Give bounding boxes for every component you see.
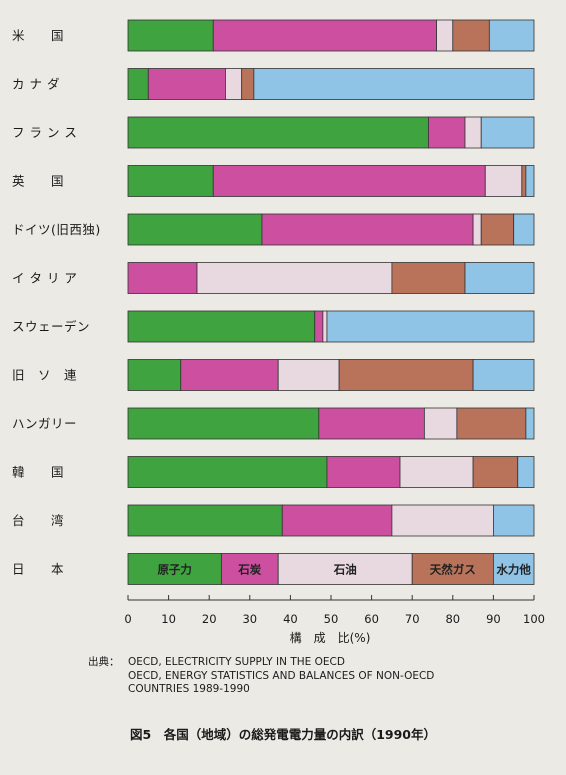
bar-segment xyxy=(480,116,535,149)
category-label: イ タ リ ア xyxy=(12,271,77,286)
bar-segment xyxy=(314,310,324,343)
bar-segment xyxy=(338,359,474,391)
bar-segment xyxy=(127,262,198,294)
bar-segment xyxy=(428,116,466,149)
bar-segment xyxy=(399,456,474,488)
x-tick-label: 20 xyxy=(202,612,217,626)
bar-segment xyxy=(127,213,263,246)
bar-segment xyxy=(253,68,535,100)
bar-segment xyxy=(127,504,283,537)
x-tick-label: 90 xyxy=(486,612,501,626)
bar-segment xyxy=(326,310,535,343)
bar-segment xyxy=(225,68,243,100)
bars: 原子力 石炭 石油 天然ガス 水力他 xyxy=(127,19,535,585)
bar-segment xyxy=(127,310,316,343)
bar-segment xyxy=(472,213,482,246)
figure-caption: 図5 各国（地域）の総発電電力量の内訳（1990年） xyxy=(130,727,436,742)
bar-segment xyxy=(318,407,425,440)
bar-segment xyxy=(480,213,515,246)
bar-segment xyxy=(127,456,328,488)
category-label: フ ラ ン ス xyxy=(12,125,77,140)
category-label: カ ナ ダ xyxy=(12,77,60,92)
series-label: 石油 xyxy=(333,563,357,577)
bar-segment xyxy=(127,359,182,391)
x-tick-label: 100 xyxy=(523,612,545,626)
source-line-1: OECD, ELECTRICITY SUPPLY IN THE OECD xyxy=(128,656,345,668)
category-label: 日 本 xyxy=(12,562,64,577)
category-label: 旧 ソ 連 xyxy=(12,368,77,383)
x-tick-label: 60 xyxy=(364,612,379,626)
bar-segment xyxy=(436,19,454,52)
bar-segment xyxy=(127,68,149,100)
source-note: 出典： OECD, ELECTRICITY SUPPLY IN THE OECD … xyxy=(88,656,434,697)
bar-segment xyxy=(261,213,474,246)
bar-segment xyxy=(127,19,214,52)
source-label: 出典： xyxy=(88,656,120,668)
x-tick-label: 40 xyxy=(283,612,298,626)
x-tick-label: 0 xyxy=(124,612,131,626)
bar-segment xyxy=(492,504,535,537)
series-label: 水力他 xyxy=(496,563,531,577)
category-label: 台 湾 xyxy=(12,513,64,528)
bar-segment xyxy=(127,553,222,585)
bar-segment xyxy=(472,359,535,391)
category-label: 米 国 xyxy=(12,28,64,43)
source-line-3: COUNTRIES 1989-1990 xyxy=(128,683,250,695)
bar-segment xyxy=(241,68,255,100)
x-tick-label: 10 xyxy=(161,612,176,626)
bar-segment xyxy=(220,553,279,585)
bar-segment xyxy=(525,165,535,197)
x-tick-label: 70 xyxy=(405,612,420,626)
bar-segment xyxy=(391,262,466,294)
bar-segment xyxy=(127,165,214,197)
bar-segment xyxy=(322,310,328,343)
bar-segment xyxy=(127,407,320,440)
category-label: 韓 国 xyxy=(12,465,64,480)
x-tick-label: 50 xyxy=(324,612,339,626)
bar-segment xyxy=(521,165,527,197)
category-label: ドイツ(旧西独) xyxy=(12,222,101,237)
x-axis-label: 構 成 比(%) xyxy=(290,631,371,645)
bar-segment xyxy=(488,19,535,52)
series-label: 石炭 xyxy=(237,563,261,577)
category-label: 英 国 xyxy=(12,174,64,189)
x-axis: 0 10 20 30 40 50 60 70 80 90 100 xyxy=(124,595,545,626)
bar-segment xyxy=(513,213,535,246)
x-tick-label: 30 xyxy=(242,612,257,626)
bar-segment xyxy=(212,19,437,52)
series-label: 天然ガス xyxy=(430,563,476,577)
bar-segment xyxy=(147,68,226,100)
source-line-2: OECD, ENERGY STATISTICS AND BALANCES OF … xyxy=(128,669,435,682)
series-label: 原子力 xyxy=(157,563,192,577)
bar-segment xyxy=(456,407,527,440)
bar-segment xyxy=(492,553,535,585)
bar-segment xyxy=(277,553,413,585)
bar-segment xyxy=(212,165,486,197)
bar-segment xyxy=(423,407,458,440)
bar-segment xyxy=(464,116,482,149)
bar-segment xyxy=(391,504,494,537)
bar-segment xyxy=(127,116,429,149)
category-label: スウェーデン xyxy=(12,319,90,334)
bar-segment xyxy=(180,359,279,391)
bar-segment xyxy=(281,504,393,537)
x-tick-label: 80 xyxy=(445,612,460,626)
bar-segment xyxy=(196,262,393,294)
bar-segment xyxy=(452,19,490,52)
bar-segment xyxy=(464,262,535,294)
bar-segment xyxy=(525,407,535,440)
category-label: ハンガリー xyxy=(12,416,77,431)
bar-segment xyxy=(484,165,523,197)
bar-segment xyxy=(517,456,535,488)
bar-segment xyxy=(277,359,340,391)
bar-segment xyxy=(472,456,519,488)
bar-segment xyxy=(326,456,401,488)
